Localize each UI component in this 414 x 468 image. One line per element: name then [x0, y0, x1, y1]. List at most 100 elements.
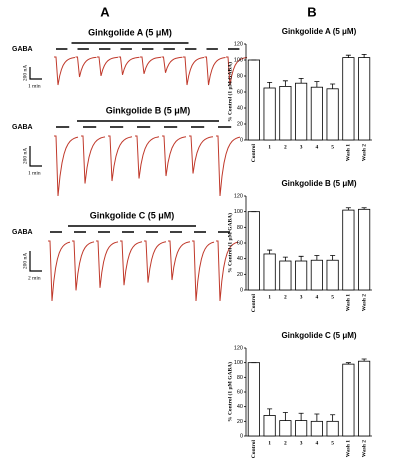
current-trace: [54, 56, 76, 86]
current-trace: [189, 135, 214, 174]
current-trace: [144, 240, 167, 283]
stimulus-label: GABA: [12, 124, 33, 131]
current-trace: [226, 56, 248, 86]
bar: [295, 82, 308, 141]
error-bar: [345, 362, 351, 365]
x-tick-label: Wash 1: [346, 294, 352, 312]
stimulus-label: GABA: [12, 229, 33, 236]
current-trace: [54, 135, 79, 197]
current-trace: [140, 56, 162, 74]
scale-bar: [29, 67, 42, 80]
error-bar: [361, 207, 367, 210]
y-tick-label: 80: [237, 73, 243, 79]
current-trace: [120, 240, 143, 286]
error-bar: [361, 54, 367, 58]
error-bar: [282, 80, 288, 87]
error-bar: [361, 358, 367, 362]
y-tick-label: 120: [234, 41, 243, 47]
bar: [358, 57, 371, 141]
x-tick-label: 1: [268, 294, 271, 300]
scale-bar: [29, 146, 42, 167]
x-tick-label: 2: [284, 294, 287, 300]
error-bar: [330, 255, 336, 261]
x-tick-label: 3: [300, 440, 303, 446]
bar: [247, 211, 260, 291]
chart-title: Ginkgolide B (5 μM): [281, 179, 356, 188]
current-trace: [183, 56, 205, 86]
scale-y-label: 200 nA: [22, 148, 28, 164]
bar: [358, 208, 371, 291]
y-tick-label: 100: [234, 57, 243, 63]
y-tick-label: 0: [240, 433, 243, 439]
x-tick-label: 1: [268, 144, 271, 150]
current-trace: [162, 135, 187, 177]
current-trace: [161, 56, 183, 73]
scale-bar: [29, 251, 42, 272]
x-tick-label: 3: [300, 294, 303, 300]
error-bar: [330, 414, 336, 422]
x-tick-label: Wash 2: [361, 440, 367, 458]
y-tick-label: 60: [237, 89, 243, 95]
x-tick-label: 3: [300, 144, 303, 150]
block-title: Ginkgolide B (5 μM): [106, 105, 191, 115]
error-bar: [330, 83, 336, 89]
x-tick-label: Wash 2: [361, 144, 367, 162]
x-tick-label: Control: [251, 144, 257, 163]
error-bar: [314, 413, 320, 422]
current-trace: [97, 56, 119, 77]
x-tick-label: Wash 1: [346, 440, 352, 458]
bar: [247, 59, 260, 141]
error-bar: [282, 256, 288, 262]
current-trace: [48, 240, 71, 302]
x-tick-label: 1: [268, 440, 271, 446]
y-tick-label: 80: [237, 225, 243, 231]
current-trace: [72, 240, 95, 291]
y-tick-label: 120: [234, 193, 243, 199]
stimulus-label: GABA: [12, 46, 33, 53]
error-bar: [345, 54, 351, 58]
current-trace: [108, 135, 133, 182]
panel-label: A: [100, 4, 110, 19]
scale-y-label: 200 nA: [22, 65, 28, 81]
y-tick-label: 80: [237, 375, 243, 381]
x-tick-label: 4: [316, 440, 319, 446]
bar: [358, 360, 371, 437]
bar: [326, 259, 339, 291]
current-trace: [216, 135, 241, 197]
y-axis-label: % Control (1 μM GABA): [226, 62, 233, 122]
x-tick-label: Wash 2: [361, 294, 367, 312]
scale-x-label: 2 min: [28, 275, 41, 281]
y-axis-label: % Control (1 μM GABA): [226, 213, 233, 273]
y-tick-label: 40: [237, 105, 243, 111]
x-tick-label: 5: [331, 294, 334, 300]
x-tick-label: Control: [251, 294, 257, 313]
chart-title: Ginkgolide C (5 μM): [281, 331, 356, 340]
bar: [342, 57, 355, 141]
error-bar: [282, 412, 288, 421]
x-tick-label: 4: [316, 294, 319, 300]
current-trace: [75, 56, 97, 78]
bar: [279, 86, 292, 141]
x-tick-label: Wash 1: [346, 144, 352, 162]
y-tick-label: 0: [240, 137, 243, 143]
y-tick-label: 120: [234, 345, 243, 351]
y-tick-label: 20: [237, 121, 243, 127]
panel-label: B: [307, 4, 316, 19]
x-tick-label: 5: [331, 440, 334, 446]
error-bar: [267, 249, 273, 254]
current-trace: [168, 240, 191, 281]
chart-title: Ginkgolide A (5 μM): [282, 27, 357, 36]
current-trace: [81, 135, 106, 184]
current-trace: [204, 56, 226, 86]
x-tick-label: 4: [316, 144, 319, 150]
bar: [279, 260, 292, 291]
bar: [342, 209, 355, 291]
x-tick-label: 2: [284, 440, 287, 446]
error-bar: [314, 81, 320, 88]
x-tick-label: Control: [251, 440, 257, 459]
y-tick-label: 40: [237, 404, 243, 410]
current-trace: [96, 240, 119, 288]
bar: [263, 253, 276, 291]
scale-x-label: 1 min: [28, 83, 41, 89]
